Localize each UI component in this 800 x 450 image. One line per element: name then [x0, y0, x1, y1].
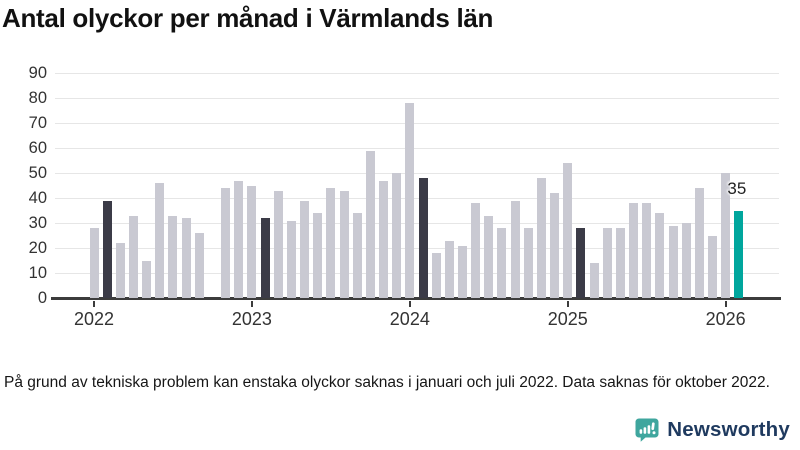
y-axis-tick-label: 0	[37, 289, 47, 307]
bar-2026-02	[734, 210, 744, 298]
bar-2022-05	[142, 260, 152, 298]
bar-2022-01	[89, 228, 99, 298]
bar-2023-11	[379, 180, 389, 298]
x-axis-tick-label: 2026	[705, 309, 746, 329]
bar-2023-02	[260, 218, 270, 298]
y-axis-tick-label: 20	[28, 239, 47, 257]
bar-2022-04	[128, 215, 138, 298]
y-axis-tick-label: 10	[28, 264, 47, 282]
y-axis-tick-label: 80	[28, 89, 47, 107]
gridline	[55, 247, 779, 249]
bar-2024-03	[431, 253, 441, 298]
bar-2024-05	[457, 245, 467, 298]
bar-2024-07	[484, 215, 494, 298]
bar-2022-09	[194, 233, 204, 298]
x-axis-tick-label: 2023	[231, 309, 272, 329]
bar-2025-01	[563, 163, 573, 298]
y-axis-tick-label: 30	[28, 214, 47, 232]
bar-2023-05	[300, 200, 310, 298]
bar-2025-02	[576, 228, 586, 298]
footnote: På grund av tekniska problem kan enstaka…	[4, 374, 770, 391]
gridline	[55, 222, 779, 224]
newsworthy-wordmark: Newsworthy	[667, 418, 790, 441]
bar-2024-08	[497, 228, 507, 298]
gridline	[55, 197, 779, 199]
x-axis-tick-label: 2024	[389, 309, 430, 329]
bar-2023-06	[313, 213, 323, 298]
bar-2024-11	[536, 178, 546, 298]
bar-2026-01	[721, 173, 731, 298]
bar-2023-03	[273, 190, 283, 298]
newsworthy-logo-icon	[635, 418, 659, 442]
bar-2023-12	[392, 173, 402, 298]
bar-2024-04	[444, 240, 454, 298]
gridline	[55, 172, 779, 174]
bar-2025-08	[655, 213, 665, 298]
x-axis-tick	[724, 301, 727, 307]
y-axis-tick-label: 40	[28, 189, 47, 207]
x-axis-line	[51, 297, 781, 300]
gridline	[55, 147, 779, 149]
bar-2025-07	[642, 203, 652, 298]
chart-title: Antal olyckor per månad i Värmlands län	[2, 3, 494, 33]
bar-2024-12	[550, 193, 560, 298]
gridline	[55, 72, 779, 74]
bar-2025-12	[708, 235, 718, 298]
plot-area: 0 10 20 30 40 50 60 70 80 90 2022 2023 2024 2025 2026 3…	[29, 65, 781, 329]
bar-2022-06	[155, 183, 165, 298]
bar-2025-09	[668, 225, 678, 298]
gridline	[55, 122, 779, 124]
y-axis-tick-label: 90	[28, 64, 47, 82]
bar-2022-11	[221, 188, 231, 298]
bar-2025-11	[694, 188, 704, 298]
x-axis-tick	[250, 301, 253, 307]
bar-2024-09	[510, 200, 520, 298]
bar-2022-02	[102, 200, 112, 298]
bar-2024-02	[418, 178, 428, 298]
y-axis-tick-label: 70	[28, 114, 47, 132]
bar-2025-06	[629, 203, 639, 298]
bar-2022-07	[168, 215, 178, 298]
bar-2025-04	[602, 228, 612, 298]
bar-2023-07	[326, 188, 336, 298]
bar-2023-10	[365, 150, 375, 298]
bar-2023-09	[352, 213, 362, 298]
y-axis-tick-label: 60	[28, 139, 47, 157]
gridline	[55, 97, 779, 99]
bar-2024-06	[471, 203, 481, 298]
x-axis-tick-label: 2022	[73, 309, 115, 329]
bar-2023-08	[339, 190, 349, 298]
newsworthy-branding: Newsworthy	[634, 417, 790, 443]
x-axis-tick	[408, 301, 411, 307]
bar-2022-03	[115, 243, 125, 298]
bar-2025-05	[615, 228, 625, 298]
bar-2024-10	[523, 228, 533, 298]
bar-2024-01	[405, 103, 415, 298]
bar-2025-10	[681, 223, 691, 298]
bar-2023-04	[286, 220, 296, 298]
x-axis-tick	[93, 301, 95, 307]
bar-2023-01	[247, 185, 257, 298]
y-axis-tick-label: 50	[28, 164, 47, 182]
bar-2022-12	[234, 180, 244, 298]
gridline	[55, 272, 779, 274]
bar-value-label: 35	[727, 178, 747, 198]
bar-2022-08	[181, 218, 191, 298]
x-axis-tick	[566, 301, 569, 307]
x-axis-tick-label: 2025	[547, 309, 588, 329]
bar-2025-03	[589, 263, 599, 298]
